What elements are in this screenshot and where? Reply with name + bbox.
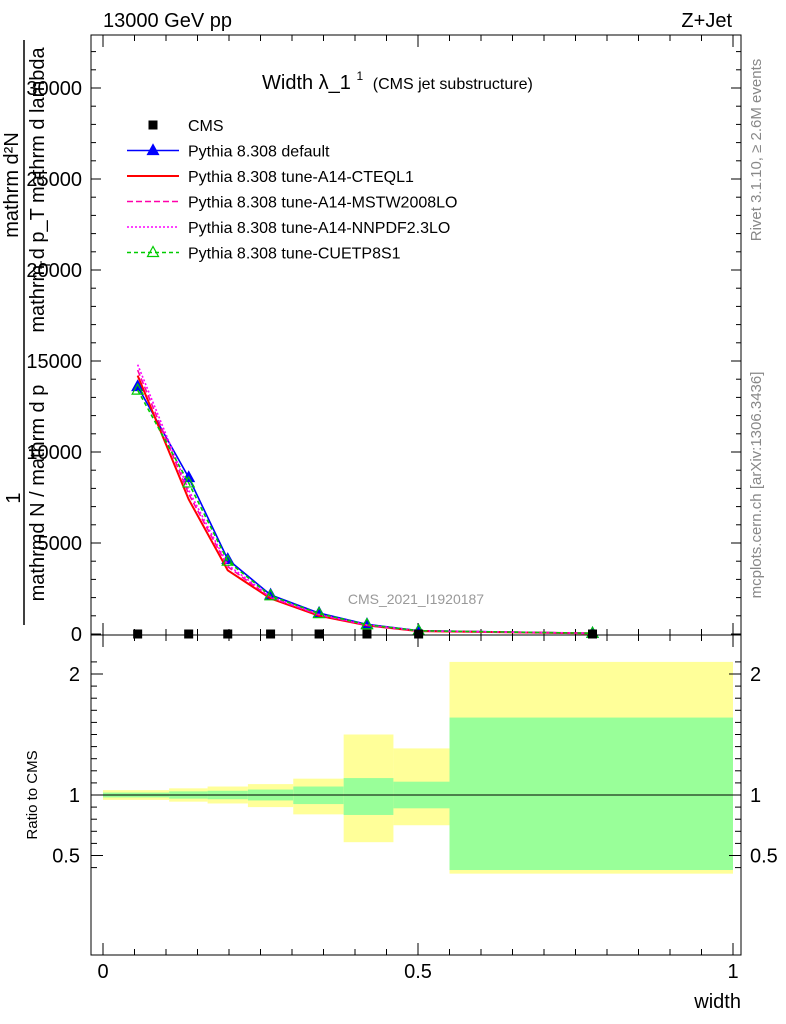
rivet-version-label: Rivet 3.1.10, ≥ 2.6M events <box>748 59 765 242</box>
chart-title: Width λ_1 1 (CMS jet substructure) <box>262 63 533 94</box>
legend-label-cms: CMS <box>188 118 224 135</box>
chart-subtitle: (CMS jet substructure) <box>373 76 533 93</box>
legend-label-nnpdf: Pythia 8.308 tune-A14-NNPDF2.3LO <box>188 220 450 237</box>
ratio-y-tick-label-right: 0.5 <box>750 846 778 868</box>
legend-label-cteql1: Pythia 8.308 tune-A14-CTEQL1 <box>188 169 414 186</box>
ylabel-norm-top: 1 <box>3 492 25 503</box>
main-y-tick-label: 0 <box>71 624 82 646</box>
ylabel-subscript: T <box>37 260 53 269</box>
data-point-cms <box>223 629 233 639</box>
ratio-panel: 0.5 0.51 12 2 0 0.5 1 Ratio to CMS width <box>24 634 778 1013</box>
data-point-cuetp8s1 <box>131 382 145 395</box>
data-point-cms <box>414 629 424 639</box>
chart-title-main: Width λ_1 <box>262 72 351 94</box>
data-point-cuetp8s1 <box>264 588 278 601</box>
ratio-y-tick-label-right: 2 <box>750 664 761 686</box>
data-point-cms <box>588 629 598 639</box>
data-point-cms <box>266 629 276 639</box>
data-point-cms <box>362 629 372 639</box>
ratio-y-tick-label: 0.5 <box>52 846 80 868</box>
legend-marker-cms <box>148 120 158 130</box>
ratio-stat-uncertainty-band <box>449 717 733 871</box>
data-point-cms <box>314 629 324 639</box>
legend-label-default: Pythia 8.308 default <box>188 144 330 161</box>
header-process-label: Z+Jet <box>681 10 732 32</box>
analysis-watermark: CMS_2021_I1920187 <box>348 591 484 607</box>
main-y-tick-label: 20000 <box>26 260 82 282</box>
legend-marker-cuetp8s1 <box>146 245 160 258</box>
data-point-cuetp8s1 <box>221 553 235 566</box>
x-tick-label: 1 <box>727 961 738 983</box>
mcplots-label: mcplots.cern.ch [arXiv:1306.3436] <box>748 372 765 599</box>
data-point-cms <box>184 629 194 639</box>
ratio-y-ticks: 0.5 0.5 1 1 2 2 <box>52 661 778 869</box>
x-axis-label: width <box>693 991 741 1013</box>
ylabel-bottom: mathrm d p_T mathrm d lambda <box>27 46 49 332</box>
x-tick-label: 0.5 <box>404 961 432 983</box>
series-line-cuetp8s1 <box>136 389 593 635</box>
ratio-y-axis-label: Ratio to CMS <box>24 750 41 839</box>
series-line-mstw <box>136 369 593 635</box>
legend-marker-default <box>146 143 160 156</box>
ratio-y-tick-label-right: 1 <box>750 785 761 807</box>
legend: CMS Pythia 8.308 default Pythia 8.308 tune… <box>127 118 457 263</box>
ylabel-norm-bottom: mathrmd N / mathrm d p <box>27 385 49 602</box>
main-y-ticks: 0 5000 10000 15000 20000 25000 30000 <box>26 51 741 646</box>
ratio-bands <box>103 661 733 874</box>
data-point-cms <box>133 629 143 639</box>
main-y-tick-label: 30000 <box>26 78 82 100</box>
legend-label-cuetp8s1: Pythia 8.308 tune-CUETP8S1 <box>188 246 401 263</box>
data-point-cuetp8s1 <box>360 617 374 630</box>
main-y-tick-label: 25000 <box>26 169 82 191</box>
main-y-tick-label: 5000 <box>38 533 83 555</box>
legend-label-mstw: Pythia 8.308 tune-A14-MSTW2008LO <box>188 195 457 212</box>
header-energy-label: 13000 GeV pp <box>103 10 232 32</box>
x-tick-label: 0 <box>97 961 108 983</box>
main-y-axis-label: 1 mathrmd N / mathrm d p mathrm d²N math… <box>1 40 53 625</box>
ratio-y-tick-label: 1 <box>69 785 80 807</box>
main-series-layer <box>131 364 600 639</box>
data-point-cuetp8s1 <box>182 475 196 488</box>
main-y-tick-label: 15000 <box>26 351 82 373</box>
ylabel-top: mathrm d²N <box>1 132 23 238</box>
chart-title-superscript: 1 <box>357 69 364 83</box>
ratio-stat-uncertainty-band <box>343 778 394 815</box>
main-panel: 1 mathrmd N / mathrm d p mathrm d²N math… <box>1 34 742 646</box>
ratio-y-tick-label: 2 <box>69 664 80 686</box>
main-y-tick-label: 10000 <box>26 442 82 464</box>
ratio-x-ticks: 0 0.5 1 <box>97 635 739 983</box>
data-point-cuetp8s1 <box>312 606 326 619</box>
